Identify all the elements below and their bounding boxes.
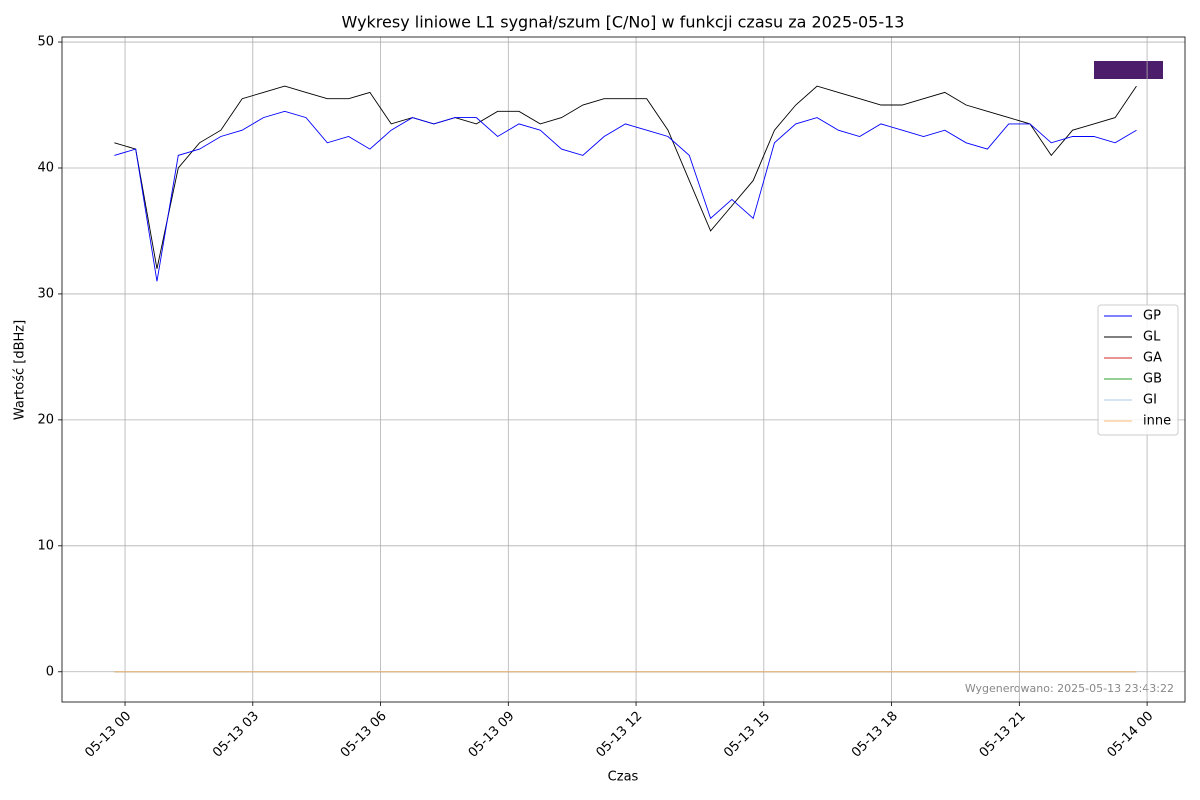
x-tick-label: 05-13 15 [721,709,773,761]
y-tick-label: 40 [37,160,54,175]
legend-label: inne [1143,414,1171,429]
y-tick-label: 20 [37,412,54,427]
y-tick-label: 10 [37,538,54,553]
x-tick-label: 05-13 06 [338,709,390,761]
x-tick-label: 05-13 21 [977,709,1029,761]
x-tick-label: 05-13 03 [210,709,262,761]
y-tick-label: 0 [46,664,54,679]
x-tick-label: 05-13 12 [593,709,645,761]
series-line [114,85,1137,269]
y-tick-label: 50 [37,35,54,50]
legend-label: GI [1143,393,1157,408]
x-axis-label: Czas [608,770,639,785]
x-tick-label: 05-13 18 [849,709,901,761]
legend-label: GB [1143,372,1162,387]
x-tick-label: 05-13 00 [82,709,134,761]
x-tick-label: 05-14 00 [1104,709,1156,761]
annotation: Wygenerowano: 2025-05-13 23:43:22 [965,682,1174,695]
plot-frame [61,36,1186,703]
series-line [114,110,1137,282]
legend-label: GA [1143,351,1162,366]
logo [1094,61,1163,79]
y-axis-label: Wartość [dBHz] [13,320,28,420]
legend-label: GP [1143,309,1161,324]
chart-title: Wykresy liniowe L1 sygnał/szum [C/No] w … [342,13,905,32]
y-tick-label: 30 [37,286,54,301]
legend-label: GL [1143,330,1161,345]
x-tick-label: 05-13 09 [466,709,518,761]
